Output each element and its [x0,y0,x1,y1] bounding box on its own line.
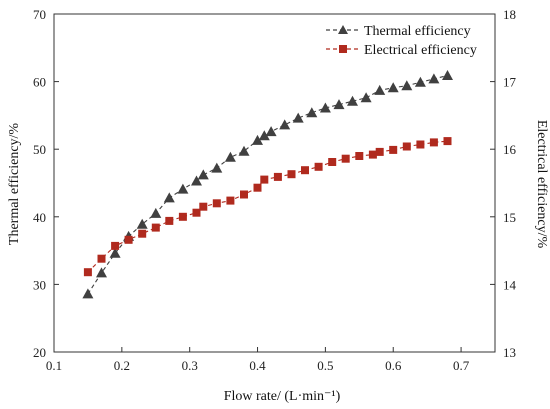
y-left-axis-title: Thermal efficiency/% [7,123,22,246]
legend-marker-thermal [338,25,348,34]
data-point [191,175,202,186]
legend-marker-electrical [339,45,347,53]
data-point [178,212,187,221]
y-right-tick-label: 17 [503,75,517,90]
data-point [150,207,162,218]
x-axis-ticks: 0.1 0.2 0.3 0.4 0.5 0.6 0.7 [46,347,470,373]
data-point [211,162,223,173]
data-point [387,82,399,93]
series-line [87,140,448,273]
data-point [197,169,209,180]
x-tick-label: 0.5 [317,358,333,373]
y-left-tick-label: 40 [33,210,46,225]
data-point [226,196,235,205]
data-point [252,134,263,145]
data-point [279,119,291,130]
data-point [375,147,384,156]
data-point [224,151,236,162]
y-left-tick-label: 60 [33,75,46,90]
data-point [443,137,452,146]
y-left-axis-ticks: 20 30 40 50 60 70 [33,7,59,360]
data-point [96,267,107,278]
data-point [240,190,248,199]
x-tick-label: 0.2 [114,358,130,373]
legend-label-electrical: Electrical efficiency [364,43,477,58]
data-point [97,254,106,263]
y-right-tick-label: 18 [503,7,516,22]
data-point [83,268,92,277]
data-point [258,130,270,141]
y-left-tick-label: 30 [33,277,46,292]
series-electrical [83,137,452,277]
x-tick-label: 0.6 [385,358,402,373]
legend-label-thermal: Thermal efficiency [364,24,471,39]
data-point [355,152,364,160]
data-point [163,192,175,203]
data-point [319,102,331,113]
series-thermal [82,70,453,299]
data-point [428,73,440,84]
legend: Thermal efficiency Electrical efficiency [326,24,477,58]
data-point [111,241,120,250]
series-layer [82,70,453,299]
y-left-tick-label: 50 [33,142,46,157]
data-point [429,138,438,147]
data-point [199,202,208,211]
data-point [124,235,133,244]
x-tick-label: 0.1 [46,358,62,373]
data-point [265,126,277,137]
data-point [306,107,318,118]
y-right-tick-label: 13 [503,345,516,360]
data-point [328,158,337,166]
data-point [238,145,250,156]
data-point [151,223,160,232]
x-tick-label: 0.7 [453,358,470,373]
plot-frame [53,13,496,353]
plot-border [53,13,496,353]
data-point [374,84,386,95]
data-point [389,145,398,154]
x-axis-title: Flow rate/ (L·min⁻¹) [224,389,341,404]
x-tick-label: 0.4 [249,358,266,373]
y-right-tick-label: 14 [503,277,517,292]
data-point [360,92,372,103]
data-point [192,208,201,217]
data-point [292,112,304,123]
data-point [333,99,345,110]
data-point [341,154,350,163]
data-point [416,140,425,149]
data-point [138,229,147,238]
data-point [287,170,296,179]
data-point [136,218,148,229]
data-point [253,183,262,192]
y-right-axis-title: Electrical efficiency/% [534,120,549,249]
y-left-tick-label: 70 [33,7,46,22]
data-point [273,172,282,181]
data-point [442,70,453,80]
data-point [401,80,413,91]
data-point [414,76,426,87]
y-right-tick-label: 15 [503,210,516,225]
data-point [165,216,174,225]
y-left-tick-label: 20 [33,345,46,360]
data-point [177,183,189,194]
data-point [368,150,377,159]
data-point [402,142,411,151]
y-right-axis-ticks: 13 14 15 16 17 18 [490,7,517,360]
data-point [301,166,309,175]
data-point [109,247,121,258]
series-line [87,74,448,295]
data-point [260,175,269,184]
data-point [347,95,358,106]
data-point [314,162,323,171]
y-right-tick-label: 16 [503,142,517,157]
data-point [82,288,94,299]
data-point [212,199,221,208]
x-tick-label: 0.3 [182,358,198,373]
